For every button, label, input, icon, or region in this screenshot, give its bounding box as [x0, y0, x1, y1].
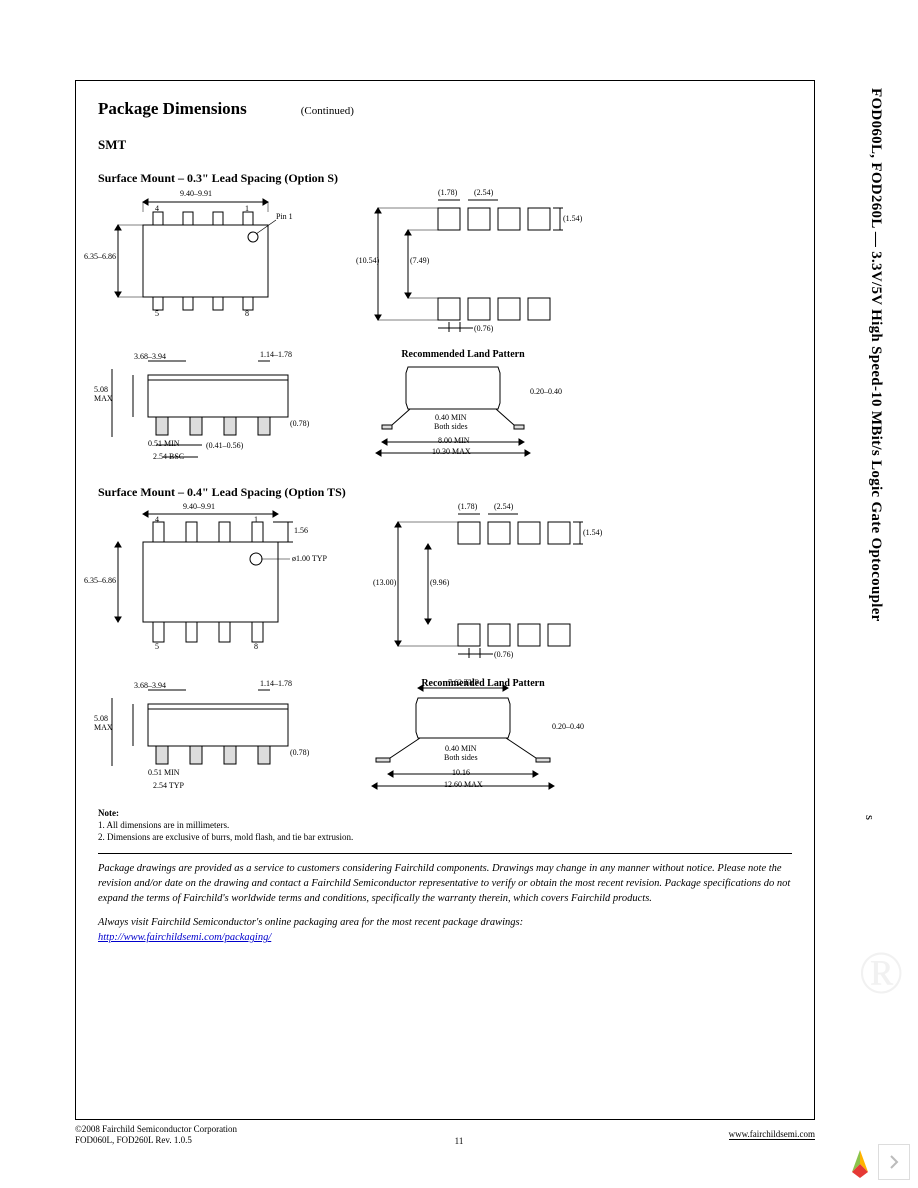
ts-land-d: (9.96) — [430, 578, 449, 587]
ts-pin-8: 8 — [254, 642, 258, 651]
s-pin1: Pin 1 — [276, 212, 293, 221]
smt-label: SMT — [98, 137, 792, 153]
s-front-d: (0.78) — [290, 419, 309, 428]
s-side-a: 0.20–0.40 — [530, 387, 562, 396]
s-front-g: 2.54 BSC — [153, 452, 184, 461]
s-land-pattern: (1.78) (2.54) (1.54) (7.49) (10.54) (0.7… — [338, 190, 588, 345]
disclaimer-p1: Package drawings are provided as a servi… — [98, 862, 792, 906]
ts-side-view: 7.62 TYP 0.20–0.40 0.40 MIN Both sides 1… — [348, 676, 588, 801]
s-pin-4: 4 — [155, 204, 159, 213]
option-ts-top-row: 9.40–9.91 6.35–6.86 1.56 ø1.00 TYP 4 1 5… — [98, 504, 792, 674]
ts-land-f: (0.76) — [494, 650, 513, 659]
next-page-button[interactable] — [878, 1144, 910, 1180]
ts-height: 6.35–6.86 — [84, 576, 116, 585]
chevron-right-icon — [889, 1155, 899, 1169]
continued-label: (Continued) — [301, 105, 354, 117]
ts-front-b: 5.08 MAX — [94, 714, 113, 732]
ts-pin-1: 1 — [254, 515, 258, 524]
s-front-b: 5.08 MAX — [94, 385, 113, 403]
ts-land-a: (1.78) — [458, 502, 477, 511]
s-pin-8: 8 — [245, 309, 249, 318]
note-head: Note: — [98, 807, 792, 819]
ts-front-e: 0.51 MIN — [148, 768, 180, 777]
s-side-c: 8.00 MIN — [438, 436, 470, 445]
ts-side-c: 10.16 — [452, 768, 470, 777]
note-1: 1. All dimensions are in millimeters. — [98, 819, 792, 831]
s-side-d: 10.30 MAX — [432, 447, 471, 456]
ts-land-e: (13.00) — [373, 578, 396, 587]
disclaimer-block: Package drawings are provided as a servi… — [98, 853, 792, 945]
ts-side-top: 7.62 TYP — [448, 678, 479, 687]
s-front-c: 1.14–1.78 — [260, 350, 292, 359]
s-front-e: 0.51 MIN — [148, 439, 180, 448]
option-s-top-row: 9.40–9.91 6.35–6.86 Pin 1 4 1 5 8 — [98, 190, 792, 345]
s-land-c: (1.54) — [563, 214, 582, 223]
corner-logo-icon — [846, 1144, 874, 1180]
page-number: 11 — [455, 1136, 464, 1146]
s-land-d: (7.49) — [410, 256, 429, 265]
registered-watermark: ® — [858, 939, 904, 1008]
ts-front-g: 2.54 TYP — [153, 781, 184, 790]
ts-land-c: (1.54) — [583, 528, 602, 537]
note-2: 2. Dimensions are exclusive of burrs, mo… — [98, 831, 792, 843]
s-land-a: (1.78) — [438, 188, 457, 197]
ts-front-view: 3.68–3.94 5.08 MAX 1.14–1.78 (0.78) 0.51… — [98, 676, 318, 796]
s-land-f: (0.76) — [474, 324, 493, 333]
packaging-link[interactable]: http://www.fairchildsemi.com/packaging/ — [98, 932, 271, 943]
ts-front-a: 3.68–3.94 — [134, 681, 166, 690]
side-title: FOD060L, FOD260L — 3.3V/5V High Speed-10… — [867, 88, 884, 622]
ts-side-a: 0.20–0.40 — [552, 722, 584, 731]
footer-left: ©2008 Fairchild Semiconductor Corporatio… — [75, 1124, 237, 1147]
ts-front-d: (0.78) — [290, 748, 309, 757]
s-front-a: 3.68–3.94 — [134, 352, 166, 361]
s-land-b: (2.54) — [474, 188, 493, 197]
s-pin-1: 1 — [245, 204, 249, 213]
ts-pin-5: 5 — [155, 642, 159, 651]
ts-side-b: 0.40 MIN Both sides — [444, 744, 478, 762]
ts-side-d: 12.60 MAX — [444, 780, 483, 789]
footer-copyright: ©2008 Fairchild Semiconductor Corporatio… — [75, 1124, 237, 1135]
section-title: Package Dimensions — [98, 99, 247, 119]
s-height: 6.35–6.86 — [84, 252, 116, 261]
ts-land-b: (2.54) — [494, 502, 513, 511]
ts-x1: 1.56 — [294, 526, 308, 535]
page-content-frame: Package Dimensions (Continued) SMT Surfa… — [75, 80, 815, 1120]
s-land-e: (10.54) — [356, 256, 379, 265]
ts-pin-4: 4 — [155, 515, 159, 524]
s-pin-5: 5 — [155, 309, 159, 318]
ts-top-view: 9.40–9.91 6.35–6.86 1.56 ø1.00 TYP 4 1 5… — [98, 504, 328, 664]
option-ts-bottom-row: 3.68–3.94 5.08 MAX 1.14–1.78 (0.78) 0.51… — [98, 676, 792, 801]
s-side-view: 0.20–0.40 0.40 MIN Both sides 8.00 MIN 1… — [348, 347, 568, 467]
s-width: 9.40–9.91 — [180, 189, 212, 198]
s-side-b: 0.40 MIN Both sides — [434, 413, 468, 431]
s-front-view: 3.68–3.94 5.08 MAX 1.14–1.78 (0.78) 0.51… — [98, 347, 318, 467]
footer-right: www.fairchildsemi.com — [729, 1129, 815, 1140]
side-s-marker: s — [862, 815, 878, 820]
ts-circ: ø1.00 TYP — [292, 554, 327, 563]
footer-rev: FOD060L, FOD260L Rev. 1.0.5 — [75, 1135, 237, 1146]
option-s-heading: Surface Mount – 0.3" Lead Spacing (Optio… — [98, 171, 792, 186]
s-top-view: 9.40–9.91 6.35–6.86 Pin 1 4 1 5 8 — [98, 190, 308, 330]
ts-front-c: 1.14–1.78 — [260, 679, 292, 688]
notes-block: Note: 1. All dimensions are in millimete… — [98, 807, 792, 843]
option-ts-heading: Surface Mount – 0.4" Lead Spacing (Optio… — [98, 485, 792, 500]
option-s-bottom-row: 3.68–3.94 5.08 MAX 1.14–1.78 (0.78) 0.51… — [98, 347, 792, 467]
s-front-f: (0.41–0.56) — [206, 441, 243, 450]
header-row: Package Dimensions (Continued) — [98, 99, 792, 119]
ts-land-pattern: (1.78) (2.54) (1.54) (9.96) (13.00) (0.7… — [358, 504, 608, 674]
ts-width: 9.40–9.91 — [183, 502, 215, 511]
disclaimer-p2: Always visit Fairchild Semiconductor's o… — [98, 916, 792, 931]
